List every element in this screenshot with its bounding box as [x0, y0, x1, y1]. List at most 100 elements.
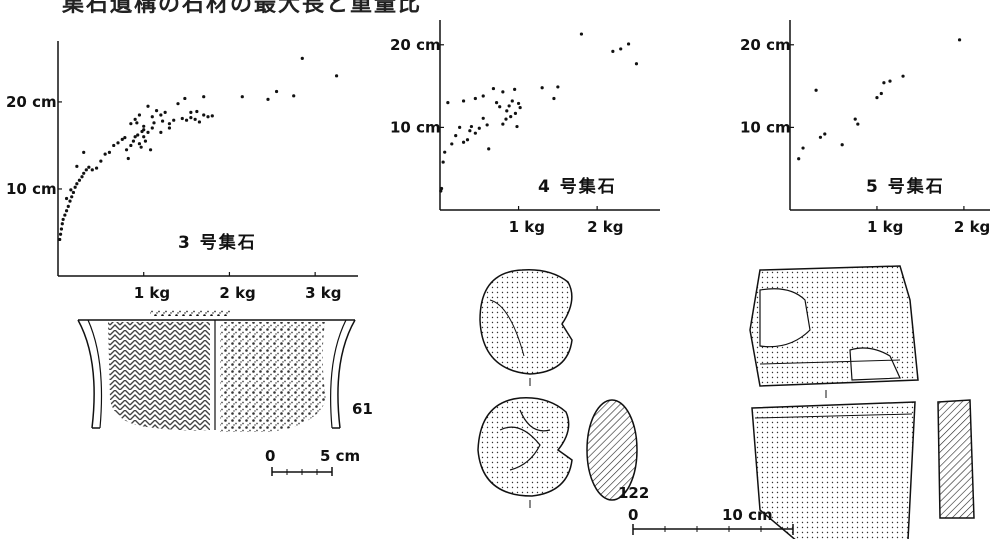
- data-point: [73, 185, 77, 189]
- data-point: [487, 147, 491, 151]
- data-point: [135, 121, 139, 125]
- data-point: [163, 110, 167, 114]
- data-point: [509, 115, 513, 119]
- data-point: [129, 143, 133, 148]
- data-point: [292, 94, 296, 98]
- data-point: [611, 49, 615, 53]
- data-point: [180, 116, 184, 121]
- data-point: [184, 118, 189, 122]
- data-point: [167, 122, 172, 126]
- data-point: [454, 134, 458, 138]
- data-point: [68, 199, 72, 203]
- data-point: [60, 222, 64, 226]
- data-point: [206, 115, 210, 119]
- data-point: [473, 96, 477, 101]
- data-point: [856, 122, 860, 126]
- data-point: [797, 157, 801, 161]
- data-point: [853, 117, 857, 121]
- data-point: [491, 86, 496, 91]
- data-point: [133, 117, 137, 121]
- data-point: [513, 87, 517, 91]
- data-point: [137, 113, 142, 117]
- data-point: [82, 171, 86, 175]
- data-point: [63, 213, 67, 217]
- data-point: [458, 125, 462, 129]
- data-point: [501, 90, 505, 94]
- data-point: [469, 124, 474, 129]
- data-point: [84, 168, 88, 172]
- data-point: [879, 91, 883, 96]
- data-point: [71, 190, 76, 195]
- data-point: [172, 118, 176, 122]
- data-point: [481, 94, 485, 98]
- data-point: [193, 117, 197, 121]
- data-point: [183, 96, 187, 101]
- data-point: [61, 217, 65, 222]
- data-point: [189, 110, 193, 114]
- data-point: [146, 130, 150, 134]
- data-point: [112, 143, 116, 148]
- data-point: [441, 160, 445, 164]
- data-point: [58, 237, 62, 242]
- data-point: [154, 109, 159, 113]
- x-tick-label: 2 kg: [954, 218, 990, 236]
- data-point: [70, 195, 74, 199]
- data-point: [473, 131, 477, 135]
- data-point: [137, 142, 142, 146]
- data-point: [143, 139, 148, 143]
- data-point: [875, 96, 879, 100]
- chart-title: 4 号集石: [538, 176, 617, 197]
- data-point: [540, 86, 544, 90]
- data-point: [142, 124, 146, 128]
- data-point: [823, 132, 827, 136]
- chart-title: 5 号集石: [866, 176, 945, 197]
- data-point: [468, 129, 472, 133]
- data-point: [94, 166, 99, 170]
- data-point: [123, 136, 127, 140]
- data-point: [64, 196, 69, 201]
- data-point: [443, 150, 447, 154]
- data-point: [77, 178, 82, 182]
- x-tick-label: 2 kg: [219, 284, 255, 302]
- data-point: [515, 124, 519, 129]
- pottery-scale-end: 5 cm: [320, 447, 361, 465]
- data-point: [498, 105, 502, 109]
- data-point: [505, 109, 509, 113]
- data-point: [481, 116, 485, 120]
- data-point: [124, 148, 129, 152]
- data-point: [160, 119, 165, 123]
- y-tick-label: 10 cm: [740, 118, 791, 136]
- data-point: [334, 74, 339, 78]
- pottery-scale-zero: 0: [265, 447, 276, 465]
- data-point: [189, 115, 193, 120]
- figure-title: 集石遺構の石材の最大長と重量比: [62, 0, 423, 17]
- pottery-number: 61: [352, 400, 373, 418]
- data-point: [818, 135, 823, 139]
- stone-number: 122: [618, 484, 650, 502]
- data-point: [80, 175, 84, 179]
- data-point: [148, 148, 153, 152]
- data-point: [90, 168, 94, 172]
- data-point: [58, 232, 63, 236]
- y-tick-label: 20 cm: [740, 36, 791, 54]
- data-point: [103, 152, 107, 156]
- data-point: [504, 117, 508, 121]
- data-point: [513, 111, 518, 115]
- data-point: [176, 102, 180, 106]
- data-point: [556, 85, 560, 89]
- data-point: [87, 165, 91, 169]
- scatter-chart-5: 1 kg 2 kg 10 cm 20 cm 5 号集石: [740, 20, 990, 236]
- x-tick-label: 1 kg: [509, 218, 545, 236]
- data-point: [136, 133, 140, 137]
- data-point: [501, 122, 505, 126]
- data-point: [82, 150, 86, 155]
- data-point: [461, 99, 466, 103]
- data-point: [814, 88, 818, 92]
- data-point: [75, 164, 79, 168]
- data-point: [202, 95, 206, 99]
- x-tick-label: 2 kg: [587, 218, 623, 236]
- data-point: [516, 101, 521, 106]
- pottery-drawing: [77, 310, 356, 432]
- data-point: [439, 186, 444, 191]
- data-point: [446, 101, 450, 105]
